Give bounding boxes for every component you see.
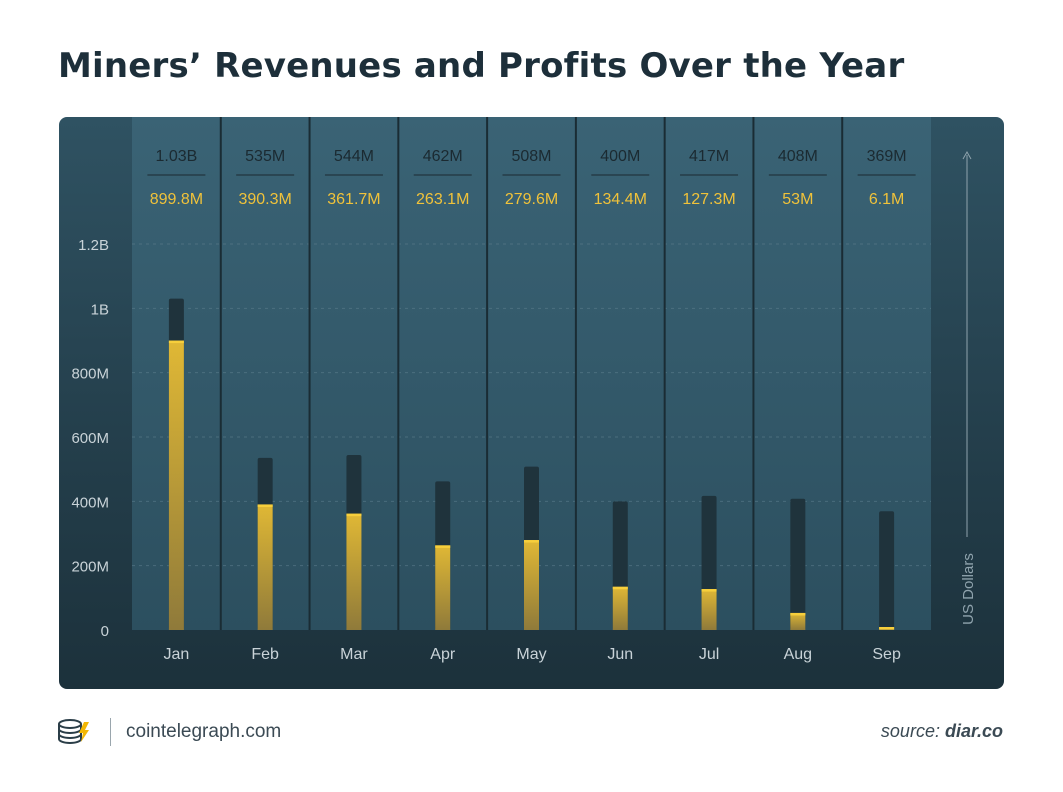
footer-source: source: diar.co <box>881 721 1003 742</box>
y-tick-label: 800M <box>71 366 109 383</box>
profit-bar-cap <box>790 612 806 616</box>
revenue-label: 462M <box>423 148 463 165</box>
x-tick-label: Jul <box>699 646 719 663</box>
y-tick-label: 0 <box>101 623 109 640</box>
chart-title: Miners’ Revenues and Profits Over the Ye… <box>58 46 905 86</box>
profit-bar <box>346 513 362 630</box>
profit-label: 899.8M <box>150 191 203 208</box>
revenue-label: 369M <box>867 148 907 165</box>
profit-bar <box>524 540 539 630</box>
profit-label: 361.7M <box>327 191 380 208</box>
revenue-bar <box>879 511 895 630</box>
footer-divider <box>110 718 111 746</box>
x-tick-label: Mar <box>340 646 368 663</box>
revenue-label: 544M <box>334 148 374 165</box>
chart-panel: 0 200M 400M 600M 800M 1B 1.2B 1.03B 899.8M Jan 535… <box>59 117 1004 689</box>
source-label: source: <box>880 721 940 741</box>
x-tick-label: Feb <box>251 646 279 663</box>
profit-bar-cap <box>612 586 628 590</box>
x-tick-label: Aug <box>784 646 812 663</box>
profit-label: 127.3M <box>682 191 735 208</box>
profit-label: 279.6M <box>505 191 558 208</box>
revenue-bar <box>790 498 806 630</box>
profit-bar <box>168 340 184 630</box>
revenue-label: 417M <box>689 148 729 165</box>
revenue-label: 535M <box>245 148 285 165</box>
x-tick-label: Jun <box>607 646 633 663</box>
profit-bar-cap <box>168 340 184 344</box>
revenue-label: 408M <box>778 148 818 165</box>
profit-bar <box>435 545 451 630</box>
revenue-label: 400M <box>600 148 640 165</box>
y-axis-arrow-head <box>962 150 972 160</box>
cointelegraph-logo[interactable] <box>57 716 91 748</box>
profit-bar-cap <box>701 589 717 592</box>
y-tick-label: 600M <box>71 430 109 447</box>
y-tick-label: 400M <box>71 494 109 511</box>
x-tick-label: Apr <box>430 646 456 663</box>
y-tick-label: 1B <box>91 301 109 318</box>
profit-bar-cap <box>435 545 451 548</box>
footer-site-link[interactable]: cointelegraph.com <box>126 721 282 742</box>
revenue-label: 508M <box>511 148 551 165</box>
profit-bar <box>612 586 628 630</box>
profit-bar <box>257 504 273 630</box>
profit-bar-cap <box>879 627 895 630</box>
profit-label: 263.1M <box>416 191 469 208</box>
profit-bar-cap <box>346 513 362 517</box>
profit-bar-cap <box>257 504 273 507</box>
x-tick-label: Sep <box>872 646 901 663</box>
profit-label: 390.3M <box>238 191 291 208</box>
profit-label: 53M <box>782 191 813 208</box>
y-tick-label: 200M <box>71 559 109 576</box>
x-tick-label: May <box>516 646 546 663</box>
x-tick-label: Jan <box>163 646 189 663</box>
profit-bar <box>790 612 806 630</box>
profit-label: 134.4M <box>594 191 647 208</box>
profit-label: 6.1M <box>869 191 905 208</box>
profit-bar-cap <box>524 540 539 543</box>
y-tick-label: 1.2B <box>78 237 109 254</box>
profit-bar <box>701 589 717 630</box>
bar-chart: 0 200M 400M 600M 800M 1B 1.2B 1.03B 899.8M Jan 535… <box>71 117 977 663</box>
revenue-label: 1.03B <box>155 148 197 165</box>
source-name[interactable]: diar.co <box>944 721 1003 741</box>
y-axis-label: US Dollars <box>960 553 977 625</box>
